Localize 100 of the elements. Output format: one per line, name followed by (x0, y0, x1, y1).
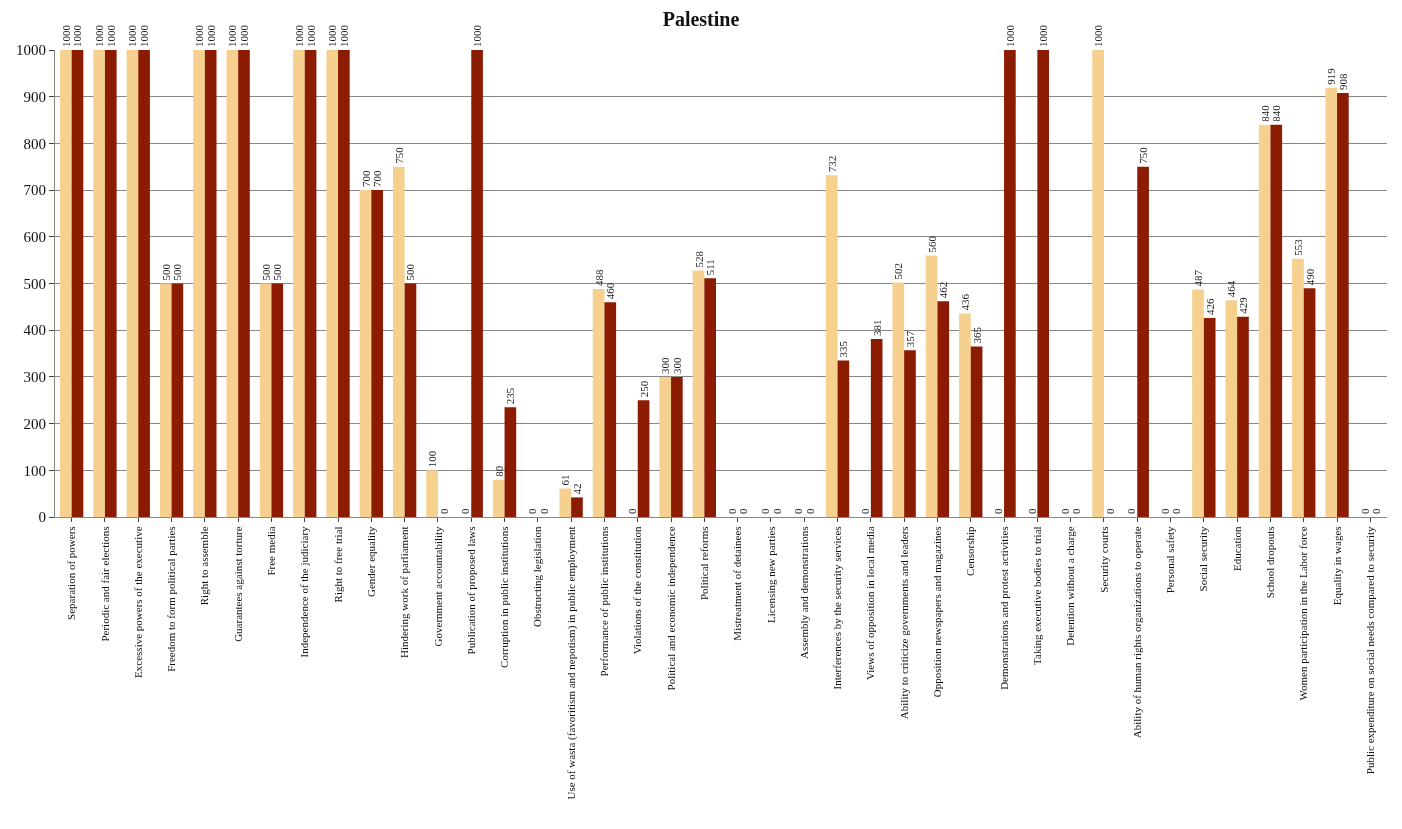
x-tick-label: Separation of powers (65, 526, 78, 620)
x-tick-label: Security courts (1097, 526, 1110, 593)
y-tick-label: 900 (23, 88, 46, 105)
data-label: 0 (1058, 508, 1071, 514)
bar (671, 376, 683, 517)
data-label: 1000 (237, 24, 250, 47)
x-tick-label: Obstructing legislation (531, 525, 544, 627)
bar (1203, 318, 1216, 517)
x-tick-label: Opposition newspapers and magazines (931, 526, 944, 698)
bar (326, 50, 339, 517)
data-label: 0 (1358, 508, 1371, 514)
data-label: 502 (892, 263, 905, 280)
data-label: 840 (1258, 104, 1271, 122)
bar (592, 289, 605, 517)
data-label: 0 (1025, 508, 1038, 514)
x-tick-label: Personal safety (1164, 525, 1177, 594)
x-tick-label: Ability of human rights organizations to operate (1130, 526, 1143, 739)
x-tick-label: Views of opposition in local media (864, 526, 877, 681)
x-tick-label: Right to free trial (331, 526, 344, 603)
x-tick-label: Corruption in public institutions (498, 526, 511, 668)
data-label: 0 (737, 508, 750, 514)
data-label: 0 (625, 508, 638, 514)
bar (492, 479, 505, 517)
x-tick-label: Ability to criticize governments and leaders (897, 526, 910, 720)
bar (104, 50, 117, 517)
data-label: 1000 (292, 24, 305, 47)
x-tick-label: Use of wasta (favoritism and nepotism) in public employment (564, 526, 578, 800)
bar (471, 50, 483, 517)
x-tick-label: School dropouts (1264, 526, 1277, 599)
data-label: 426 (1203, 298, 1216, 316)
bar (892, 282, 905, 517)
bar (126, 50, 139, 517)
data-label: 42 (570, 483, 583, 495)
x-tick-label: Equality in wages (1330, 526, 1343, 606)
x-tick-label: Periodic and fair elections (98, 526, 111, 642)
y-tick-label: 200 (23, 415, 46, 432)
data-label: 0 (437, 508, 450, 514)
bar (692, 270, 705, 517)
bar (1292, 258, 1304, 517)
data-label: 460 (604, 282, 617, 300)
data-label: 0 (804, 508, 817, 514)
bar (304, 50, 317, 517)
data-label: 840 (1270, 104, 1283, 122)
data-label: 700 (359, 170, 372, 188)
bar (1225, 300, 1238, 517)
x-tick-label: Censorship (964, 525, 977, 576)
data-label: 500 (271, 263, 284, 281)
data-label: 100 (426, 450, 439, 468)
x-tick-label: Government accountability (431, 525, 444, 647)
bar (371, 190, 383, 517)
bar (359, 190, 372, 517)
bar (60, 50, 72, 517)
data-label: 1000 (138, 24, 151, 47)
data-label: 750 (392, 146, 405, 164)
bar (138, 50, 150, 517)
bar (204, 50, 217, 517)
x-tick-label: Assembly and demonstrations (797, 526, 810, 660)
data-label: 0 (1125, 508, 1138, 514)
data-label: 700 (371, 170, 384, 188)
data-label: 357 (903, 330, 916, 348)
bar (1092, 50, 1104, 517)
data-label: 300 (659, 356, 672, 374)
data-label: 0 (1103, 508, 1116, 514)
bar (959, 313, 971, 517)
bar (238, 50, 250, 517)
data-label: 365 (970, 326, 983, 344)
bar (659, 376, 672, 517)
y-tick-label: 500 (23, 275, 46, 292)
bar (259, 283, 272, 517)
data-label: 250 (637, 380, 650, 398)
data-label: 750 (1137, 146, 1150, 164)
x-tick-label: Gender equality (364, 525, 377, 597)
bar (504, 407, 517, 517)
data-label: 560 (925, 235, 938, 253)
data-label: 1000 (337, 24, 350, 47)
data-label: 1000 (1092, 24, 1105, 47)
bar (571, 497, 583, 517)
x-tick-label: Licensing new parties (764, 526, 777, 623)
data-label: 436 (958, 293, 971, 311)
x-tick-label: Publication of proposed laws (464, 526, 477, 655)
data-label: 1000 (226, 24, 239, 47)
data-label: 0 (1070, 508, 1083, 514)
data-label: 487 (1192, 269, 1205, 287)
data-label: 500 (171, 263, 184, 281)
data-label: 528 (692, 250, 705, 268)
data-label: 0 (1370, 508, 1383, 514)
data-label: 0 (526, 508, 539, 514)
x-tick-label: Women participation in the Labor force (1297, 526, 1310, 701)
x-tick-label: Performance of public institutions (598, 526, 611, 677)
y-tick-label: 400 (23, 322, 46, 339)
bar (271, 283, 284, 517)
bar (559, 488, 572, 517)
bar (426, 470, 438, 517)
x-tick-label: Detention without a charge (1064, 526, 1077, 646)
bar (1137, 166, 1149, 517)
data-label: 1000 (1037, 24, 1050, 47)
data-label: 61 (559, 474, 572, 486)
data-label: 919 (1325, 67, 1338, 85)
x-tick-label: Hindering work of parliament (398, 526, 411, 659)
x-tick-label: Interferences by the security services (831, 526, 844, 690)
